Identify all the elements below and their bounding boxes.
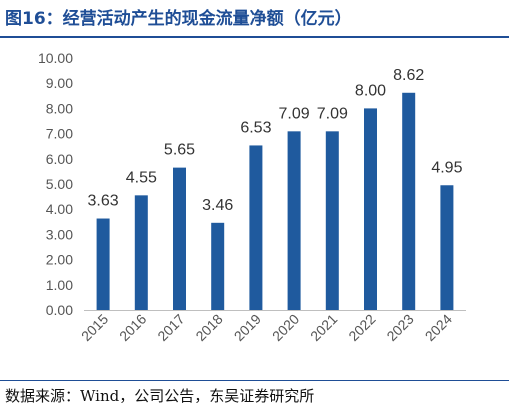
bars xyxy=(96,92,454,311)
x-axis: 2015 2016 2017 2018 2019 2020 2021 2022 2023 2024 xyxy=(78,310,466,344)
title-rule xyxy=(0,36,509,38)
y-tick-label: 9.00 xyxy=(46,75,73,91)
bar-2018 xyxy=(211,222,225,310)
data-label: 7.09 xyxy=(317,105,348,122)
y-tick-label: 4.00 xyxy=(46,201,73,217)
y-axis: 0.00 1.00 2.00 3.00 4.00 5.00 6.00 7.00 8.00 9.00… xyxy=(38,50,73,318)
data-label: 3.46 xyxy=(202,197,233,214)
x-tick-label: 2022 xyxy=(345,311,378,344)
bar-2017 xyxy=(173,167,186,310)
data-label: 4.95 xyxy=(431,159,462,176)
x-tick-label: 2020 xyxy=(269,311,302,344)
bar-2019 xyxy=(249,145,263,310)
bar-2020 xyxy=(287,131,301,310)
data-label: 8.62 xyxy=(393,67,424,84)
x-tick-label: 2015 xyxy=(78,311,111,344)
y-tick-label: 1.00 xyxy=(46,277,73,293)
x-tick-label: 2023 xyxy=(383,311,416,344)
y-tick-label: 3.00 xyxy=(46,226,73,242)
bar-2021 xyxy=(325,131,339,310)
data-label: 3.63 xyxy=(88,193,119,210)
data-label: 5.65 xyxy=(164,142,195,159)
y-tick-label: 5.00 xyxy=(46,176,73,192)
y-tick-label: 7.00 xyxy=(46,126,73,142)
source-rule xyxy=(0,380,509,381)
figure-title: 图16：经营活动产生的现金流量净额（亿元） xyxy=(5,9,352,29)
y-tick-label: 10.00 xyxy=(38,50,73,66)
y-tick-label: 6.00 xyxy=(46,151,73,167)
source-note: 数据来源：Wind，公司公告，东吴证券研究所 xyxy=(5,387,315,405)
bar-2016 xyxy=(134,195,148,310)
x-tick-label: 2019 xyxy=(231,311,264,344)
bar-2023 xyxy=(402,92,416,310)
data-label: 6.53 xyxy=(240,119,271,136)
x-tick-label: 2024 xyxy=(422,311,455,344)
x-tick-label: 2017 xyxy=(154,311,187,344)
bar-2022 xyxy=(364,108,377,311)
x-tick-label: 2018 xyxy=(192,311,225,344)
y-tick-label: 2.00 xyxy=(46,252,73,268)
x-tick-label: 2016 xyxy=(116,311,149,344)
data-label: 8.00 xyxy=(355,82,386,99)
data-label: 4.55 xyxy=(126,169,157,186)
data-label: 7.09 xyxy=(279,105,310,122)
x-tick-label: 2021 xyxy=(307,311,340,344)
bar-2024 xyxy=(440,185,454,310)
y-tick-label: 0.00 xyxy=(46,302,73,318)
data-labels: 3.63 4.55 5.65 3.46 6.53 7.09 7.09 8.00 8.62 4.95 xyxy=(88,67,463,214)
y-tick-label: 8.00 xyxy=(46,100,73,116)
bar-2015 xyxy=(96,218,110,310)
